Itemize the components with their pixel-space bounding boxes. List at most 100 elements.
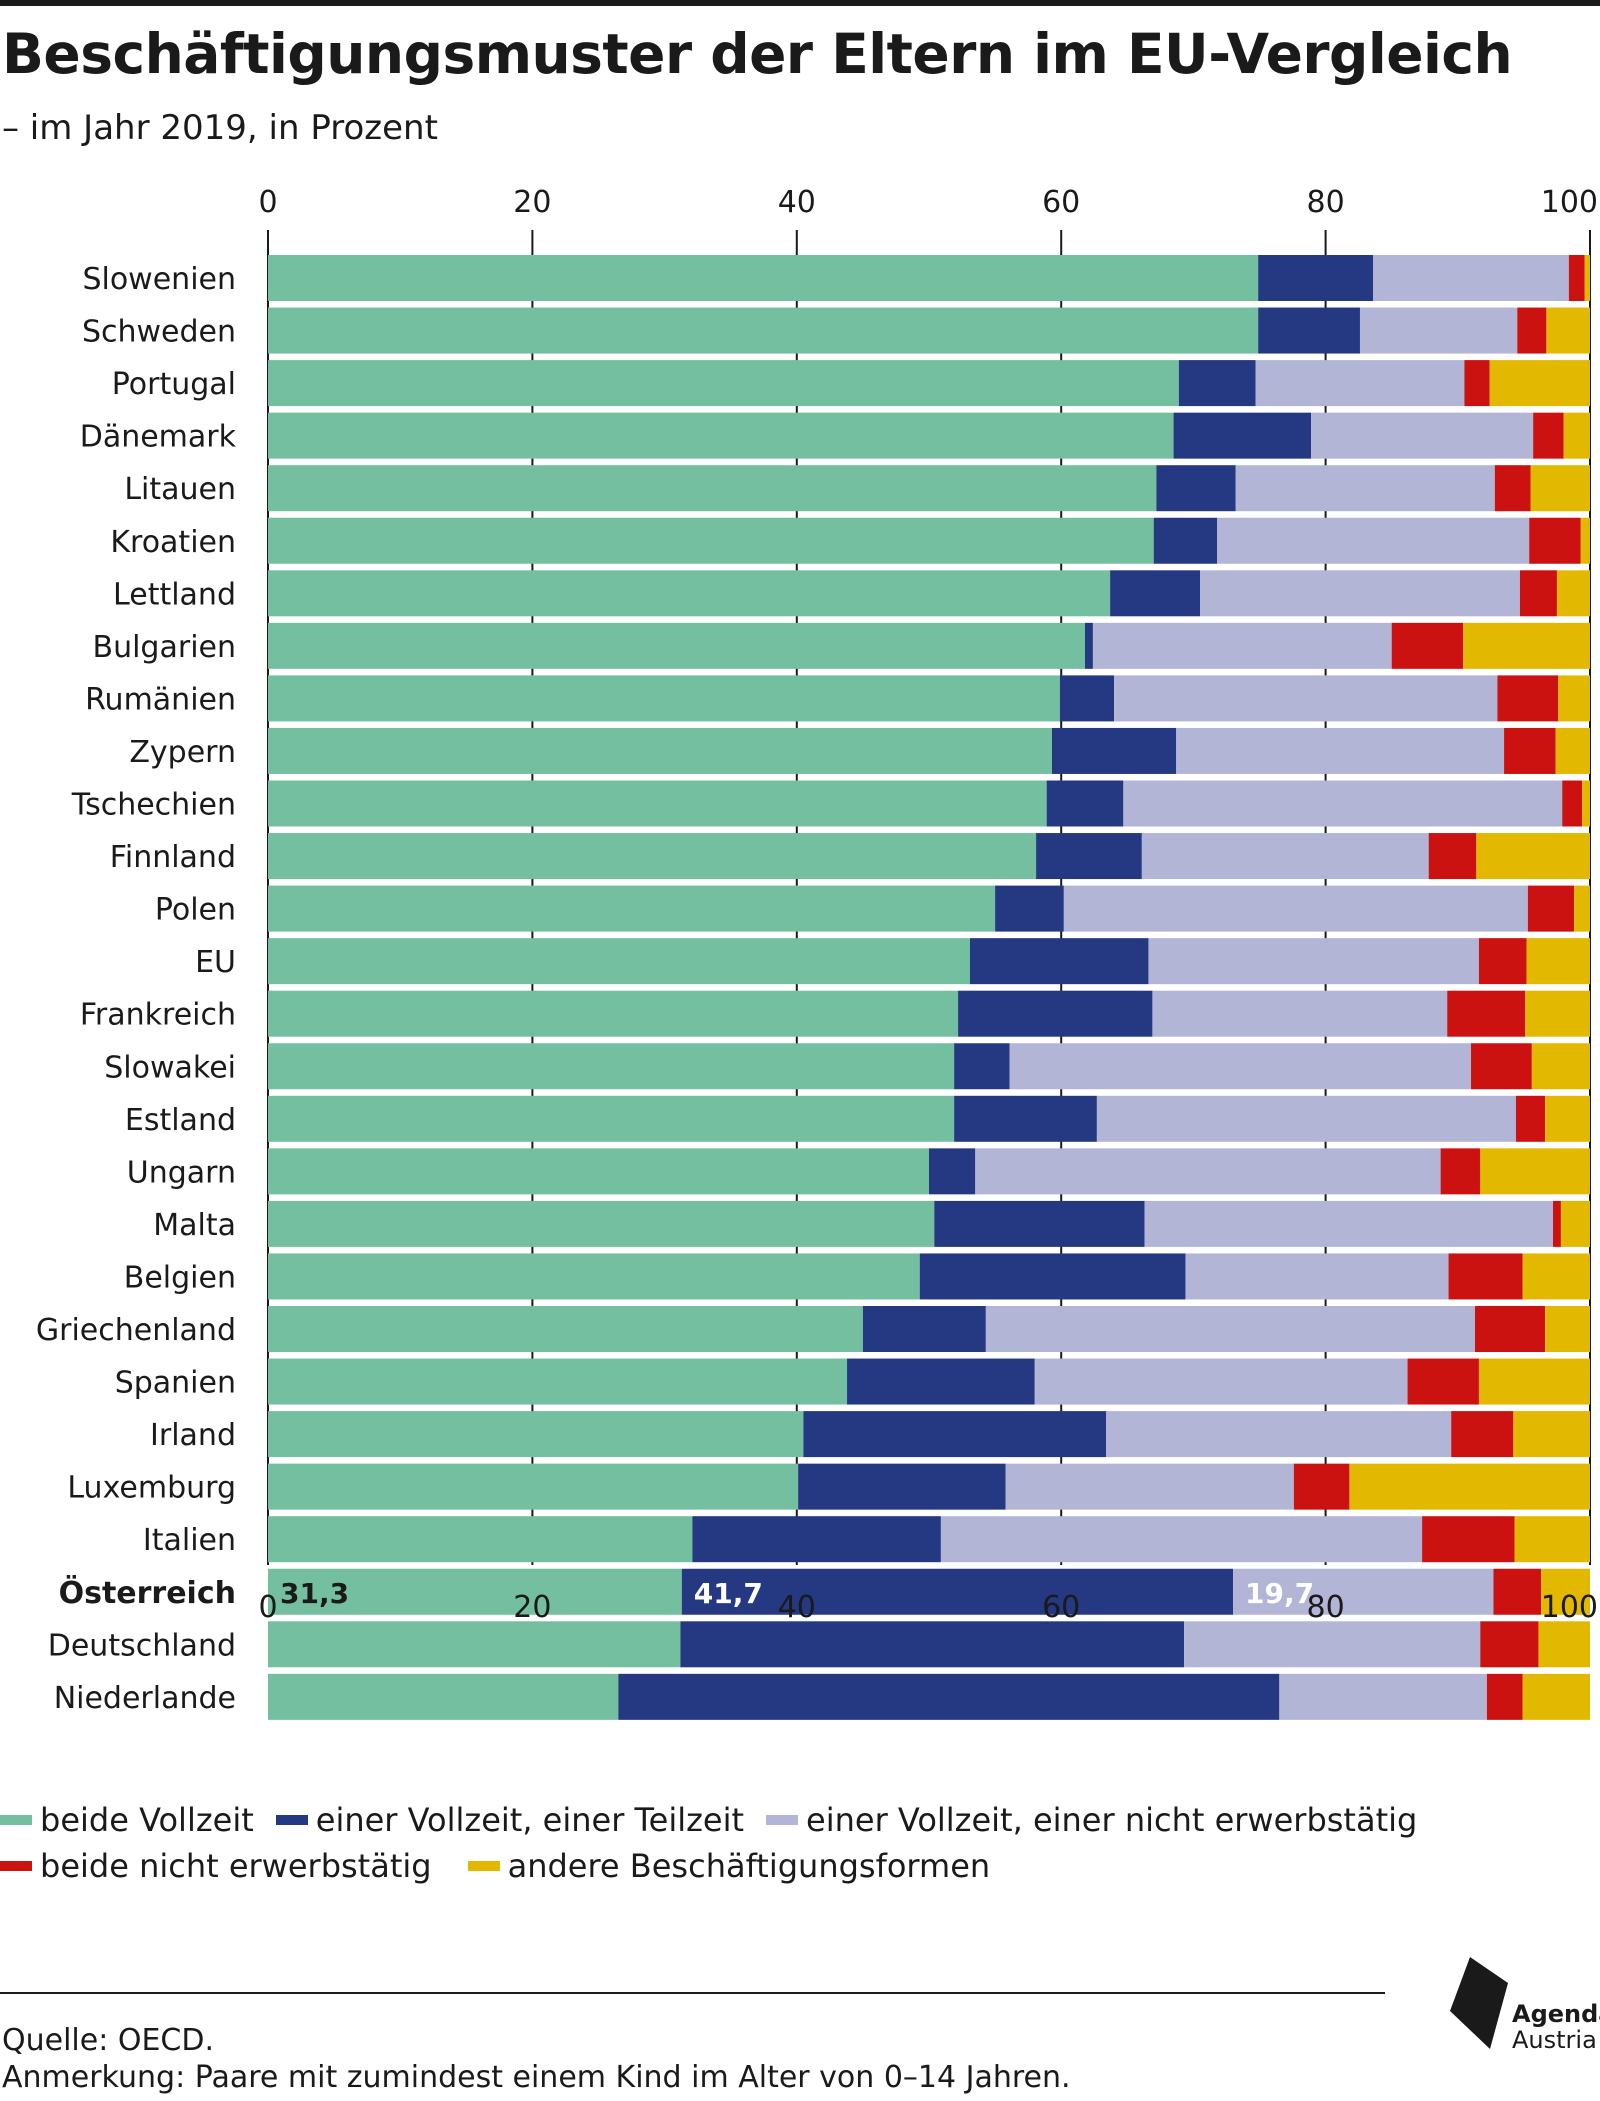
category-label: Tschechien [71,788,236,823]
bar-segment [954,1043,1010,1090]
bar-segment [1529,517,1581,564]
bar-segment [1545,1095,1590,1142]
bar-segment [268,622,1085,669]
bar-segment [268,780,1047,827]
bar-segment [1184,1621,1481,1668]
bar-segment [1563,412,1590,459]
x-tick-label-top: 100 [1541,185,1598,220]
legend-label: beide Vollzeit [40,1801,254,1839]
bar-segment [1574,885,1590,932]
category-label: Zypern [129,735,236,770]
annotation-note: Anmerkung: Paare mit zumindest einem Kin… [2,2060,1071,2095]
x-tick-label-top: 20 [513,185,551,220]
legend-label: einer Vollzeit, einer Teilzeit [315,1801,745,1839]
bar-segment [1255,360,1465,407]
category-label: Lettland [113,577,236,612]
bar-segment [1258,255,1374,301]
legend-item-andere: andere Beschäftigungsformen [467,1847,990,1885]
bar-segment [1141,833,1429,880]
bar-segment [1217,517,1530,564]
bar-segment [862,1306,986,1352]
bar-segment [268,1200,935,1247]
x-tick-label-bottom: 0 [258,1590,277,1625]
bar-segment [1522,1253,1590,1300]
category-label: Belgien [124,1260,236,1295]
bar-segment [1480,1621,1539,1668]
bar-segment [680,1621,1185,1668]
bar-segment [1497,675,1559,722]
data-label: 19,7 [1245,1577,1314,1610]
logo-text-austria: Austria [1512,2026,1597,2054]
legend-label: einer Vollzeit, einer nicht erwerbstätig [806,1801,1418,1839]
bar-segment [1036,833,1142,880]
category-label: Kroatien [110,525,236,560]
bar-segment [681,1568,1234,1615]
bar-segment [1533,412,1564,459]
bar-segment [1451,1411,1514,1458]
bar-segment [1258,307,1360,354]
bar-segment [1560,1200,1590,1247]
bar-segment [1173,412,1312,459]
bar-segment [1153,517,1218,564]
category-label: Malta [153,1208,236,1243]
bar-segment [1555,727,1590,774]
bar-segment [1407,1358,1479,1405]
bar-segment [1514,1516,1590,1563]
bar-segment [1526,938,1590,985]
bar-segment [268,1411,804,1458]
bar-segment [1422,1516,1515,1563]
bar-segment [1474,1306,1546,1352]
category-label: Polen [155,893,236,928]
bar-segment [1580,517,1590,564]
bar-segment [985,1306,1475,1352]
bar-segment [1110,570,1201,617]
category-label: Portugal [112,367,236,402]
bar-segment [1200,570,1520,617]
bar-segment [1063,885,1528,932]
bar-segment [995,885,1064,932]
legend-swatch-andere [467,1861,500,1871]
bar-segment [1568,255,1585,301]
bar-segment [1114,675,1498,722]
bar-segment [268,1463,799,1510]
bar-segment [1156,465,1236,512]
logo-text-agenda: Agenda [1512,2000,1600,2028]
x-tick-label-bottom: 40 [778,1590,816,1625]
agenda-austria-logo-icon [1450,1957,1508,2049]
chart-title: Beschäftigungsmuster der Eltern im EU-Ve… [2,22,1513,86]
bar-segment [1096,1095,1516,1142]
bar-segment [1349,1463,1590,1510]
category-label: Frankreich [80,998,236,1033]
legend-swatch-vollzeit-nicht [766,1815,799,1825]
bar-segment [1373,255,1569,301]
bar-segment [847,1358,1035,1405]
bar-segment [1522,1673,1590,1720]
bar-segment [940,1516,1423,1563]
legend-label: beide nicht erwerbstätig [40,1847,432,1885]
bar-segment [1531,1043,1590,1090]
x-tick-label-top: 0 [258,185,277,220]
x-tick-label-bottom: 60 [1042,1590,1080,1625]
bar-segment [268,727,1052,774]
bar-segment [1489,360,1590,407]
category-label: Niederlande [54,1681,236,1716]
x-tick-label-bottom: 20 [513,1590,551,1625]
legend-item-vollzeit-nicht: einer Vollzeit, einer nicht erwerbstätig [766,1801,1417,1839]
bar-segment [1034,1358,1408,1405]
data-label: 41,7 [694,1577,763,1610]
bar-segment [268,1673,619,1720]
bar-segment [268,1516,693,1563]
legend-item-vollzeit-teilzeit: einer Vollzeit, einer Teilzeit [275,1801,745,1839]
bar-segment [268,1043,955,1090]
bar-segment [798,1463,1006,1510]
bar-segment [1235,465,1495,512]
bar-segment [1059,675,1115,722]
category-label: Griechenland [36,1313,236,1348]
bar-segment [1051,727,1177,774]
category-label: Deutschland [48,1628,236,1663]
category-label: Luxemburg [67,1471,236,1506]
bar-segment [1148,938,1479,985]
bar-segment [268,360,1179,407]
bar-segment [1582,780,1590,827]
category-label: Irland [150,1418,236,1453]
